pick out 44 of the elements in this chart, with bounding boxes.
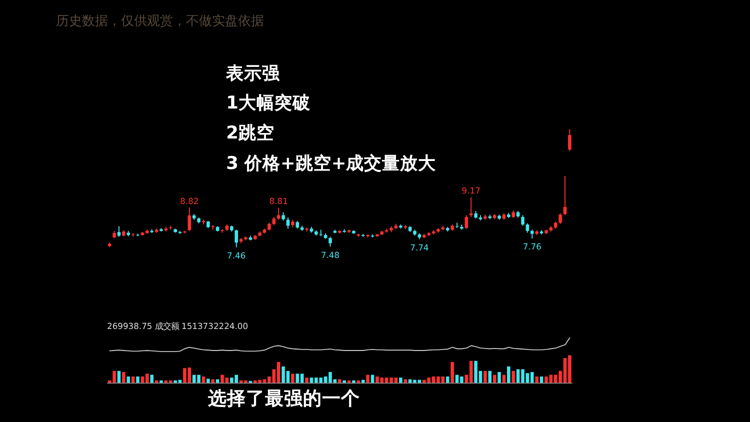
bar bbox=[296, 374, 300, 384]
bar bbox=[150, 374, 154, 384]
candlestick bbox=[234, 229, 238, 248]
bar bbox=[450, 362, 454, 384]
bar bbox=[512, 370, 515, 384]
annotation: 9.17 bbox=[462, 186, 480, 196]
bar bbox=[507, 366, 510, 384]
bar bbox=[276, 362, 280, 384]
candlestick bbox=[328, 236, 332, 248]
text: 269938.75 成交额 1513732224.00 bbox=[107, 321, 248, 332]
chart-title: 历史数据，仅供观赏，不做实盘依据 bbox=[56, 14, 264, 29]
candlestick bbox=[526, 222, 530, 234]
annotation: 7.46 bbox=[227, 250, 246, 260]
bar bbox=[530, 372, 534, 384]
candlestick bbox=[521, 214, 524, 226]
text: 1大幅突破 bbox=[226, 92, 312, 114]
bar bbox=[136, 376, 140, 384]
bar bbox=[498, 372, 501, 384]
annotation: 7.48 bbox=[320, 250, 340, 260]
candlestick bbox=[276, 207, 280, 220]
annotation: 8.82 bbox=[180, 196, 199, 206]
candlestick bbox=[558, 212, 562, 224]
bar bbox=[484, 370, 487, 384]
candlestick bbox=[568, 128, 572, 152]
annotation: 2跳空 bbox=[226, 122, 274, 144]
annotation: 7.74 bbox=[410, 242, 429, 252]
bar bbox=[488, 370, 492, 384]
candlestick bbox=[464, 214, 468, 230]
bar bbox=[206, 378, 210, 384]
candlestick bbox=[563, 175, 567, 216]
bar bbox=[126, 376, 130, 384]
bar bbox=[535, 376, 538, 384]
bar bbox=[446, 376, 450, 384]
text: 选择了最强的一个 bbox=[206, 388, 361, 410]
candlestick bbox=[188, 207, 192, 232]
annotation: 3 价格+跳空+成交量放大 bbox=[226, 153, 438, 174]
bar bbox=[291, 374, 294, 384]
annotation: 8.81 bbox=[269, 196, 288, 206]
annotation: 7.76 bbox=[522, 242, 542, 252]
bar bbox=[122, 372, 126, 384]
text: 表示强 bbox=[225, 62, 282, 84]
bar bbox=[305, 378, 308, 384]
bar bbox=[366, 374, 370, 384]
bar bbox=[399, 378, 402, 384]
